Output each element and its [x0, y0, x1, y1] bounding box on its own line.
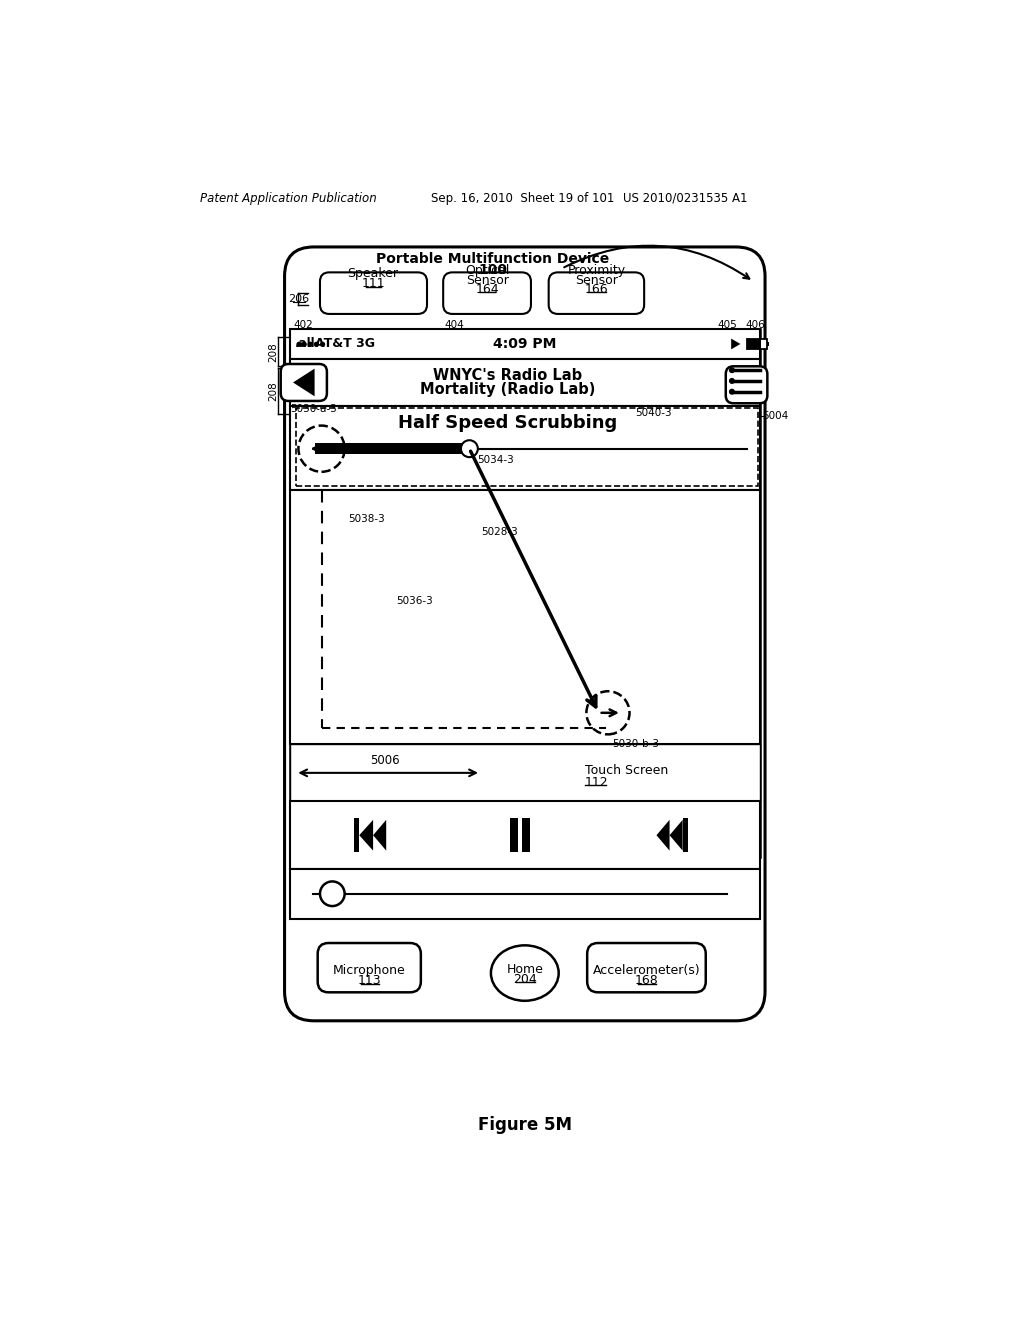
Polygon shape [670, 820, 683, 850]
FancyBboxPatch shape [285, 247, 765, 1020]
Bar [746, 339, 767, 350]
Ellipse shape [490, 945, 559, 1001]
Text: 113: 113 [357, 974, 381, 987]
FancyBboxPatch shape [281, 364, 327, 401]
FancyBboxPatch shape [726, 367, 767, 404]
Circle shape [730, 379, 734, 383]
Bar [767, 342, 769, 346]
Text: 5038-3: 5038-3 [348, 513, 384, 524]
Bar [290, 869, 760, 919]
Text: Half Speed Scrubbing: Half Speed Scrubbing [398, 414, 617, 432]
Text: Patent Application Publication: Patent Application Publication [200, 191, 377, 205]
Text: 166: 166 [585, 282, 608, 296]
Text: Proximity: Proximity [567, 264, 626, 277]
Text: .all: .all [295, 338, 315, 351]
Bar [315, 444, 469, 454]
Text: Accelerometer(s): Accelerometer(s) [593, 964, 700, 977]
Text: 4:09 PM: 4:09 PM [494, 337, 556, 351]
Circle shape [461, 441, 478, 457]
Bar [683, 818, 688, 853]
Text: 402: 402 [294, 321, 313, 330]
Circle shape [730, 389, 734, 393]
Text: WNYC's Radio Lab: WNYC's Radio Lab [433, 368, 583, 383]
Text: 208: 208 [268, 381, 278, 401]
Text: Portable Multifunction Device: Portable Multifunction Device [376, 252, 609, 265]
Text: 405: 405 [718, 321, 737, 330]
Bar [290, 359, 760, 407]
Circle shape [319, 882, 345, 906]
Text: 5030-b-3: 5030-b-3 [611, 739, 658, 748]
Bar [296, 408, 758, 487]
Text: 206: 206 [288, 294, 309, 305]
Text: 406: 406 [745, 321, 766, 330]
Text: Sensor: Sensor [574, 273, 617, 286]
Text: US 2010/0231535 A1: US 2010/0231535 A1 [624, 191, 748, 205]
Text: 5028-3: 5028-3 [481, 527, 518, 537]
Text: 204: 204 [513, 973, 537, 986]
Text: Microphone: Microphone [333, 964, 406, 977]
Text: 112: 112 [585, 776, 608, 788]
Text: Sensor: Sensor [466, 273, 509, 286]
Bar [510, 818, 518, 853]
Bar [290, 490, 760, 743]
Text: 5004: 5004 [762, 411, 788, 421]
Text: Speaker: Speaker [347, 267, 398, 280]
Bar [290, 330, 760, 359]
Text: Home: Home [506, 962, 544, 975]
Text: 5036-3: 5036-3 [396, 597, 433, 606]
Text: Touch Screen: Touch Screen [585, 764, 668, 777]
Polygon shape [731, 339, 740, 350]
FancyBboxPatch shape [317, 942, 421, 993]
Text: AT&T 3G: AT&T 3G [315, 338, 376, 351]
Text: 5006: 5006 [370, 754, 399, 767]
Text: Optical: Optical [465, 264, 509, 277]
Text: 5040-3: 5040-3 [635, 408, 672, 417]
Text: 168: 168 [635, 974, 658, 987]
Text: ●●●●●: ●●●●● [296, 341, 327, 347]
Bar [354, 818, 359, 853]
FancyBboxPatch shape [549, 272, 644, 314]
Text: Figure 5M: Figure 5M [478, 1115, 571, 1134]
Text: Mortality (Radio Lab): Mortality (Radio Lab) [420, 381, 596, 397]
Polygon shape [656, 820, 670, 850]
Polygon shape [359, 820, 373, 850]
Text: 5034-3: 5034-3 [477, 455, 514, 465]
Text: 5030-a-3: 5030-a-3 [290, 404, 337, 414]
FancyBboxPatch shape [443, 272, 531, 314]
Polygon shape [373, 820, 386, 850]
Text: 404: 404 [444, 321, 464, 330]
Text: Sep. 16, 2010  Sheet 19 of 101: Sep. 16, 2010 Sheet 19 of 101 [431, 191, 614, 205]
Polygon shape [293, 368, 314, 396]
Bar [290, 407, 760, 490]
Bar [290, 330, 760, 857]
Circle shape [730, 368, 734, 372]
Bar [290, 743, 760, 801]
FancyBboxPatch shape [587, 942, 706, 993]
Text: 164: 164 [475, 282, 499, 296]
Bar [748, 339, 761, 348]
FancyBboxPatch shape [319, 272, 427, 314]
Bar [290, 801, 760, 869]
Text: 208: 208 [268, 343, 278, 362]
Bar [522, 818, 530, 853]
Text: 111: 111 [361, 277, 385, 290]
Text: 100: 100 [478, 263, 507, 277]
